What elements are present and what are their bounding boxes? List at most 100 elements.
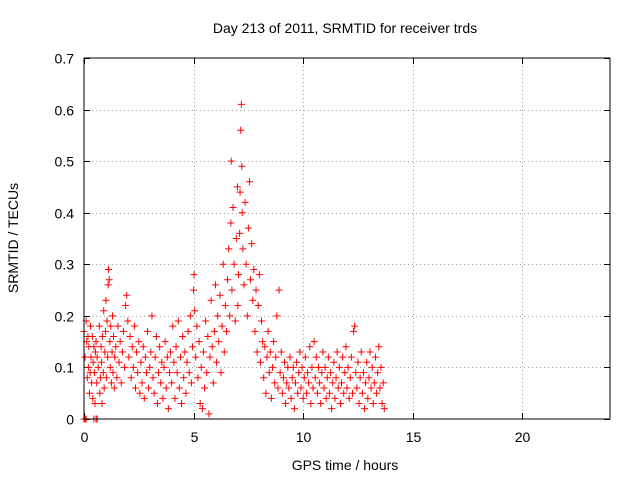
data-point	[272, 353, 280, 361]
data-point	[256, 358, 264, 366]
data-point	[147, 348, 155, 356]
data-point	[248, 240, 256, 248]
data-point	[230, 260, 238, 268]
data-point	[324, 353, 332, 361]
data-point	[276, 369, 284, 377]
x-tick-label: 0	[81, 429, 89, 445]
data-point	[379, 379, 387, 387]
data-point	[105, 265, 113, 273]
data-point	[108, 312, 116, 320]
data-point	[171, 394, 179, 402]
data-point	[358, 389, 366, 397]
data-point	[121, 363, 129, 371]
data-point	[321, 363, 329, 371]
data-point	[122, 302, 130, 310]
data-point	[238, 162, 246, 170]
data-point	[335, 363, 343, 371]
data-point	[334, 384, 342, 392]
data-point	[187, 379, 195, 387]
data-point	[355, 400, 363, 408]
data-point	[129, 363, 137, 371]
x-tick-label: 10	[296, 429, 312, 445]
data-point	[312, 353, 320, 361]
data-point	[310, 338, 318, 346]
data-point	[163, 353, 171, 361]
data-point	[224, 276, 232, 284]
data-point	[195, 338, 203, 346]
data-point	[183, 358, 191, 366]
data-point	[283, 379, 291, 387]
data-point	[89, 358, 97, 366]
data-point	[347, 353, 355, 361]
data-point	[282, 400, 290, 408]
data-point	[299, 394, 307, 402]
data-point	[218, 322, 226, 330]
data-point	[208, 343, 216, 351]
data-point	[184, 327, 192, 335]
data-point	[115, 358, 123, 366]
data-point	[97, 343, 105, 351]
data-point	[94, 363, 102, 371]
data-point	[84, 363, 92, 371]
data-point	[332, 374, 340, 382]
data-point	[333, 348, 341, 356]
data-point	[213, 358, 221, 366]
data-point	[101, 327, 109, 335]
data-point	[81, 353, 89, 361]
data-point	[87, 322, 95, 330]
data-point	[124, 317, 132, 325]
data-point	[250, 265, 258, 273]
data-point	[110, 332, 118, 340]
data-point	[201, 384, 209, 392]
y-tick-label: 0.5	[55, 154, 75, 170]
data-point	[111, 353, 119, 361]
data-point	[244, 224, 252, 232]
data-point	[202, 317, 210, 325]
data-point	[180, 374, 188, 382]
data-point	[346, 374, 354, 382]
data-point	[176, 353, 184, 361]
data-point	[102, 374, 110, 382]
data-point	[172, 343, 180, 351]
data-point	[133, 348, 141, 356]
data-point	[247, 276, 255, 284]
data-point	[305, 379, 313, 387]
data-point	[209, 379, 217, 387]
data-point	[206, 353, 214, 361]
data-point	[308, 363, 316, 371]
data-point	[345, 394, 353, 402]
data-point	[281, 358, 289, 366]
data-point	[151, 353, 159, 361]
chart-title: Day 213 of 2011, SRMTID for receiver trd…	[213, 20, 477, 36]
data-point	[262, 389, 270, 397]
data-point	[148, 312, 156, 320]
data-point	[108, 348, 116, 356]
data-point	[237, 126, 245, 134]
data-point	[186, 312, 194, 320]
data-point	[156, 343, 164, 351]
data-point	[113, 374, 121, 382]
data-point	[216, 291, 224, 299]
data-point	[135, 338, 143, 346]
data-point	[100, 384, 108, 392]
data-point	[140, 394, 148, 402]
data-point	[91, 369, 99, 377]
data-point	[210, 327, 218, 335]
data-point	[104, 353, 112, 361]
data-point	[233, 183, 241, 191]
data-point	[116, 338, 124, 346]
data-point	[167, 348, 175, 356]
data-point	[98, 400, 106, 408]
data-point	[240, 281, 248, 289]
data-point	[96, 374, 104, 382]
data-point	[194, 374, 202, 382]
data-point	[161, 338, 169, 346]
data-point	[373, 389, 381, 397]
data-point	[164, 405, 172, 413]
data-point	[296, 348, 304, 356]
data-point	[287, 394, 295, 402]
data-point	[88, 332, 96, 340]
data-point	[134, 369, 142, 377]
data-point	[311, 374, 319, 382]
y-tick-label: 0.4	[55, 206, 75, 222]
